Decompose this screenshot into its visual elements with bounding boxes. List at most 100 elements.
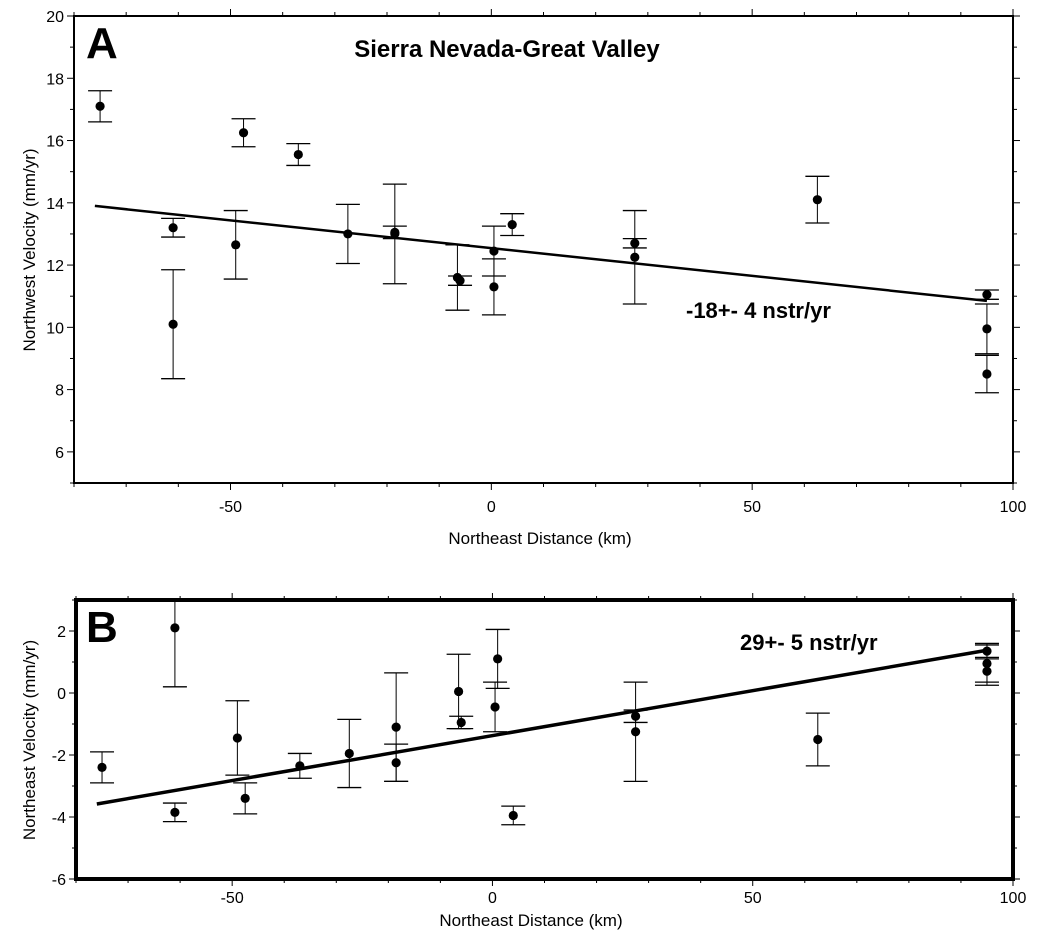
panel-a-y-tick-label: 8: [55, 383, 64, 400]
panel-b-point-marker: [391, 722, 401, 732]
panel-a-point-marker: [390, 229, 400, 239]
panel-b-y-tick-label: -6: [52, 872, 66, 889]
panel-a-data-point: [223, 209, 248, 280]
panel-b-data-point: [974, 656, 999, 686]
panel-b-data-point: [90, 751, 115, 784]
panel-b-y-tick-label: 2: [57, 624, 66, 641]
panel-a-fit-line: [94, 204, 988, 303]
panel-a-y-axis-title: Northwest Velocity (mm/yr): [20, 148, 39, 351]
panel-b-data-point: [483, 681, 508, 733]
panel-a-data-point: [88, 90, 113, 123]
panel-b-data-point: [805, 712, 830, 767]
panel-a-y-tick-label: 16: [46, 134, 64, 151]
panel-a-point-marker: [630, 252, 640, 262]
panel-b-y-axis-title: Northeast Velocity (mm/yr): [20, 640, 39, 840]
panel-b-point-marker: [170, 623, 180, 633]
panel-b-point-marker: [97, 762, 107, 773]
panel-b-point-marker: [454, 686, 464, 697]
panel-a-x-tick-label: 50: [743, 499, 761, 516]
panel-b-point-marker: [391, 758, 401, 768]
panel-a-y-tick-label: 6: [55, 445, 64, 462]
panel-a-x-tick-label: 0: [487, 499, 496, 516]
panel-a-point-marker: [982, 324, 992, 334]
panel-b-y-tick-label: -2: [52, 748, 66, 765]
panel-b-point-marker: [344, 748, 354, 759]
panel-a-title: Sierra Nevada-Great Valley: [354, 36, 660, 63]
panel-a-x-tick-label: -50: [219, 499, 242, 516]
panel-a-data-point: [335, 203, 360, 265]
panel-a-point-marker: [812, 195, 822, 205]
panel-b-point-marker: [295, 761, 305, 771]
panel-b-data-point: [449, 715, 474, 730]
panel-a-point-marker: [982, 290, 992, 300]
panel-b-x-tick-label: 50: [744, 890, 762, 907]
panel-a-point-marker: [168, 319, 178, 329]
panel-b-x-tick-label: 0: [488, 890, 497, 907]
panel-a-point-marker: [231, 240, 241, 250]
panel-a-point-marker: [455, 276, 465, 286]
panel-a: A Sierra Nevada-Great Valley -18+- 4 nst…: [20, 9, 1026, 548]
panel-a-data-point: [286, 142, 311, 167]
panel-a-y-tick-label: 10: [46, 320, 64, 337]
panel-b-point-marker: [240, 793, 250, 804]
panel-b-y-tick-label: -4: [52, 810, 66, 827]
panel-a-rate-annotation: -18+- 4 nstr/yr: [686, 298, 831, 323]
panel-b-point-marker: [813, 734, 823, 745]
panel-b-data-point: [501, 805, 526, 826]
panel-a-data-point: [448, 275, 473, 286]
panel-b-data-point: [233, 782, 258, 815]
panel-a-point-marker: [238, 128, 249, 138]
panel-b-y-tick-label: 0: [57, 686, 66, 703]
panel-b-point-marker: [232, 733, 242, 743]
panel-a-data-point: [974, 303, 999, 355]
panel-b-data-point: [623, 681, 648, 782]
panel-a-x-tick-label: 100: [1000, 499, 1027, 516]
panel-a-y-tick-label: 20: [46, 9, 64, 26]
panel-b-letter: B: [86, 603, 118, 652]
panel-a-data-point: [805, 175, 830, 224]
panel-b-x-tick-label: 100: [1000, 890, 1027, 907]
panel-a-point-marker: [343, 229, 353, 239]
panel-a-point-marker: [293, 149, 303, 160]
panel-b-data-point: [162, 600, 187, 688]
panel-b-data-point: [384, 743, 409, 782]
panel-a-data-point: [974, 289, 999, 300]
panel-a-data-point: [231, 118, 256, 148]
panel-b-rate-annotation: 29+- 5 nstr/yr: [740, 630, 878, 655]
panel-b-data-point: [337, 718, 362, 789]
panel-a-y-tick-label: 12: [46, 258, 64, 275]
panel-b: B 29+- 5 nstr/yr Northeast Distance (km)…: [20, 593, 1026, 930]
panel-a-data-point: [382, 183, 407, 285]
panel-a-y-tick-label: 14: [46, 196, 64, 213]
panel-a-data-point: [481, 258, 506, 316]
panel-b-point-marker: [493, 654, 503, 664]
panel-b-data-point: [485, 628, 510, 689]
panel-a-data-point: [974, 354, 999, 394]
panel-b-data-point: [287, 752, 312, 779]
panel-b-point-marker: [170, 807, 180, 817]
panel-a-data-point: [500, 213, 525, 237]
panel-b-point-marker: [456, 717, 466, 728]
panel-a-point-marker: [489, 282, 499, 292]
panel-a-x-axis-title: Northeast Distance (km): [448, 529, 631, 548]
panel-a-data-point: [161, 217, 186, 238]
panel-a-point-marker: [489, 246, 499, 256]
panel-a-point-marker: [982, 369, 992, 379]
panel-a-data-point: [622, 209, 647, 305]
panel-b-fit-line: [96, 648, 988, 806]
panel-a-point-marker: [168, 223, 178, 233]
panel-a-letter: A: [86, 19, 118, 68]
panel-b-point-marker: [630, 727, 641, 737]
panel-b-data-point: [225, 700, 250, 776]
panel-b-point-marker: [982, 666, 992, 676]
panel-b-point-marker: [508, 810, 518, 821]
panel-a-y-tick-label: 18: [46, 71, 64, 88]
panel-a-data-point: [161, 269, 186, 380]
panel-a-plot-frame: [73, 15, 1014, 484]
panel-b-x-tick-label: -50: [221, 890, 244, 907]
panel-a-point-marker: [95, 101, 105, 111]
panel-a-point-marker: [507, 219, 517, 230]
panel-b-data-point: [446, 653, 471, 730]
panel-b-data-point: [162, 802, 187, 823]
